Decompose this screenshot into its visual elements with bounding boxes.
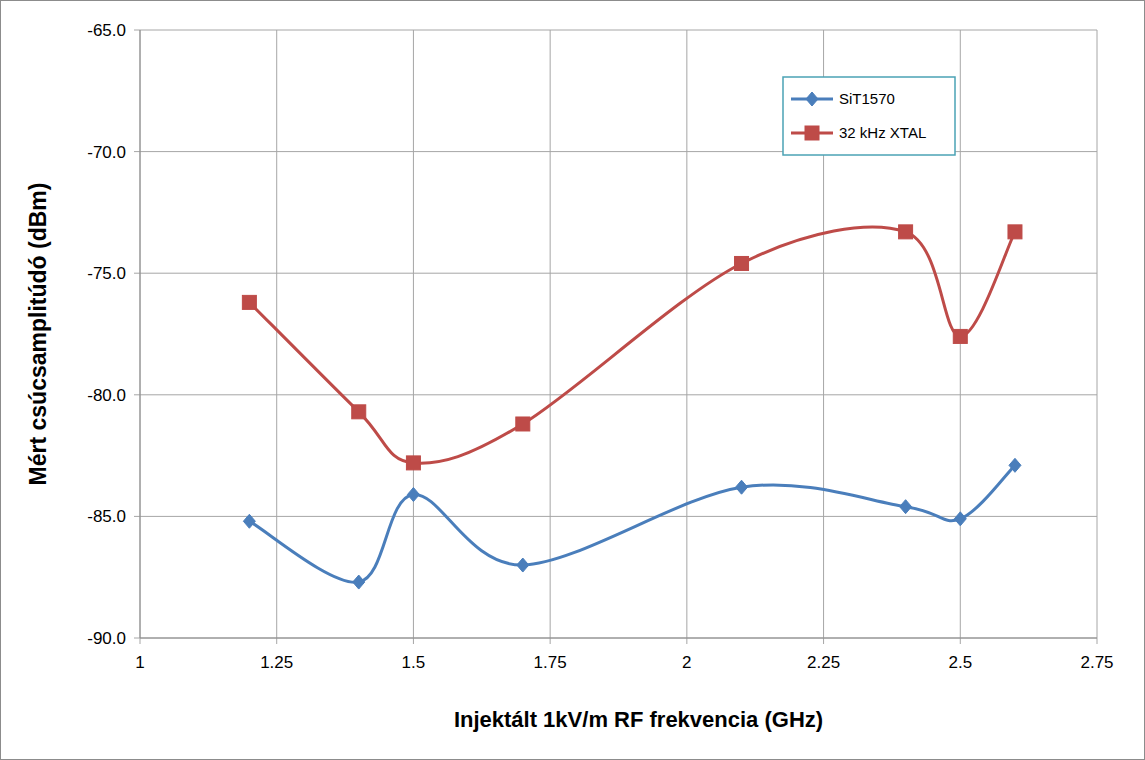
series-marker: [1009, 458, 1021, 472]
legend-box: [783, 77, 955, 155]
y-tick: [134, 151, 140, 152]
legend-marker: [805, 126, 819, 140]
y-tick-label: -65.0: [87, 21, 126, 40]
x-tick: [960, 638, 961, 644]
plot-area: [242, 225, 1022, 589]
legend-label: 32 kHz XTAL: [839, 124, 926, 141]
y-grid-line: [140, 273, 1097, 274]
x-tick: [1097, 638, 1098, 644]
series-line: [249, 465, 1015, 582]
x-tick-label: 1.5: [402, 653, 426, 672]
x-grid-line: [276, 30, 277, 638]
chart-frame: [1, 1, 1145, 760]
y-grid-line: [140, 638, 1097, 639]
series-marker: [516, 417, 530, 431]
x-tick-label: 2.25: [807, 653, 840, 672]
y-axis-title: Mért csúcsamplitúdó (dBm): [25, 183, 51, 486]
y-tick: [134, 516, 140, 517]
y-tick-label: -90.0: [87, 629, 126, 648]
y-tick: [134, 394, 140, 395]
y-axis-line: [140, 30, 141, 638]
y-grid-line: [140, 30, 1097, 31]
series-marker: [899, 225, 913, 239]
legend-label: SiT1570: [839, 90, 895, 107]
legend-marker: [806, 92, 818, 106]
series-marker: [1008, 225, 1022, 239]
x-tick: [276, 638, 277, 644]
x-axis-line: [140, 638, 1097, 639]
series-marker: [517, 558, 529, 572]
series-marker: [736, 480, 748, 494]
x-grid-line: [550, 30, 551, 638]
y-tick: [134, 30, 140, 31]
x-tick: [686, 638, 687, 644]
series-marker: [407, 488, 419, 502]
y-tick: [134, 638, 140, 639]
x-grid-line: [413, 30, 414, 638]
series-line: [249, 227, 1015, 463]
series-marker: [900, 500, 912, 514]
series-marker: [406, 456, 420, 470]
x-tick: [550, 638, 551, 644]
x-tick-label: 1: [135, 653, 144, 672]
x-axis-title: Injektált 1kV/m RF frekvencia (GHz): [454, 707, 823, 732]
y-tick: [134, 273, 140, 274]
x-tick-label: 2: [682, 653, 691, 672]
x-tick-label: 2.75: [1080, 653, 1113, 672]
legend: SiT1570 32 kHz XTAL: [783, 77, 955, 155]
chart: -90.0 -85.0 -80.0 -75.0 -70.0 -65.0 1 1.25 1.5 1.…: [0, 0, 1145, 760]
x-grid-line: [140, 30, 141, 638]
y-grid-line: [140, 394, 1097, 395]
x-tick-label: 2.5: [948, 653, 972, 672]
x-tick-label: 1.25: [260, 653, 293, 672]
series-marker: [954, 512, 966, 526]
y-tick-label: -70.0: [87, 143, 126, 162]
series-marker: [242, 295, 256, 309]
series-marker: [953, 329, 967, 343]
x-tick: [140, 638, 141, 644]
x-tick-label: 1.75: [534, 653, 567, 672]
series-marker: [735, 256, 749, 270]
x-tick: [823, 638, 824, 644]
x-grid-line: [1097, 30, 1098, 638]
series-marker: [353, 575, 365, 589]
x-tick: [413, 638, 414, 644]
y-tick-label: -85.0: [87, 507, 126, 526]
y-tick-label: -75.0: [87, 264, 126, 283]
series-marker: [352, 405, 366, 419]
y-tick-label: -80.0: [87, 386, 126, 405]
series-marker: [243, 514, 255, 528]
y-grid-line: [140, 516, 1097, 517]
x-grid-line: [686, 30, 687, 638]
